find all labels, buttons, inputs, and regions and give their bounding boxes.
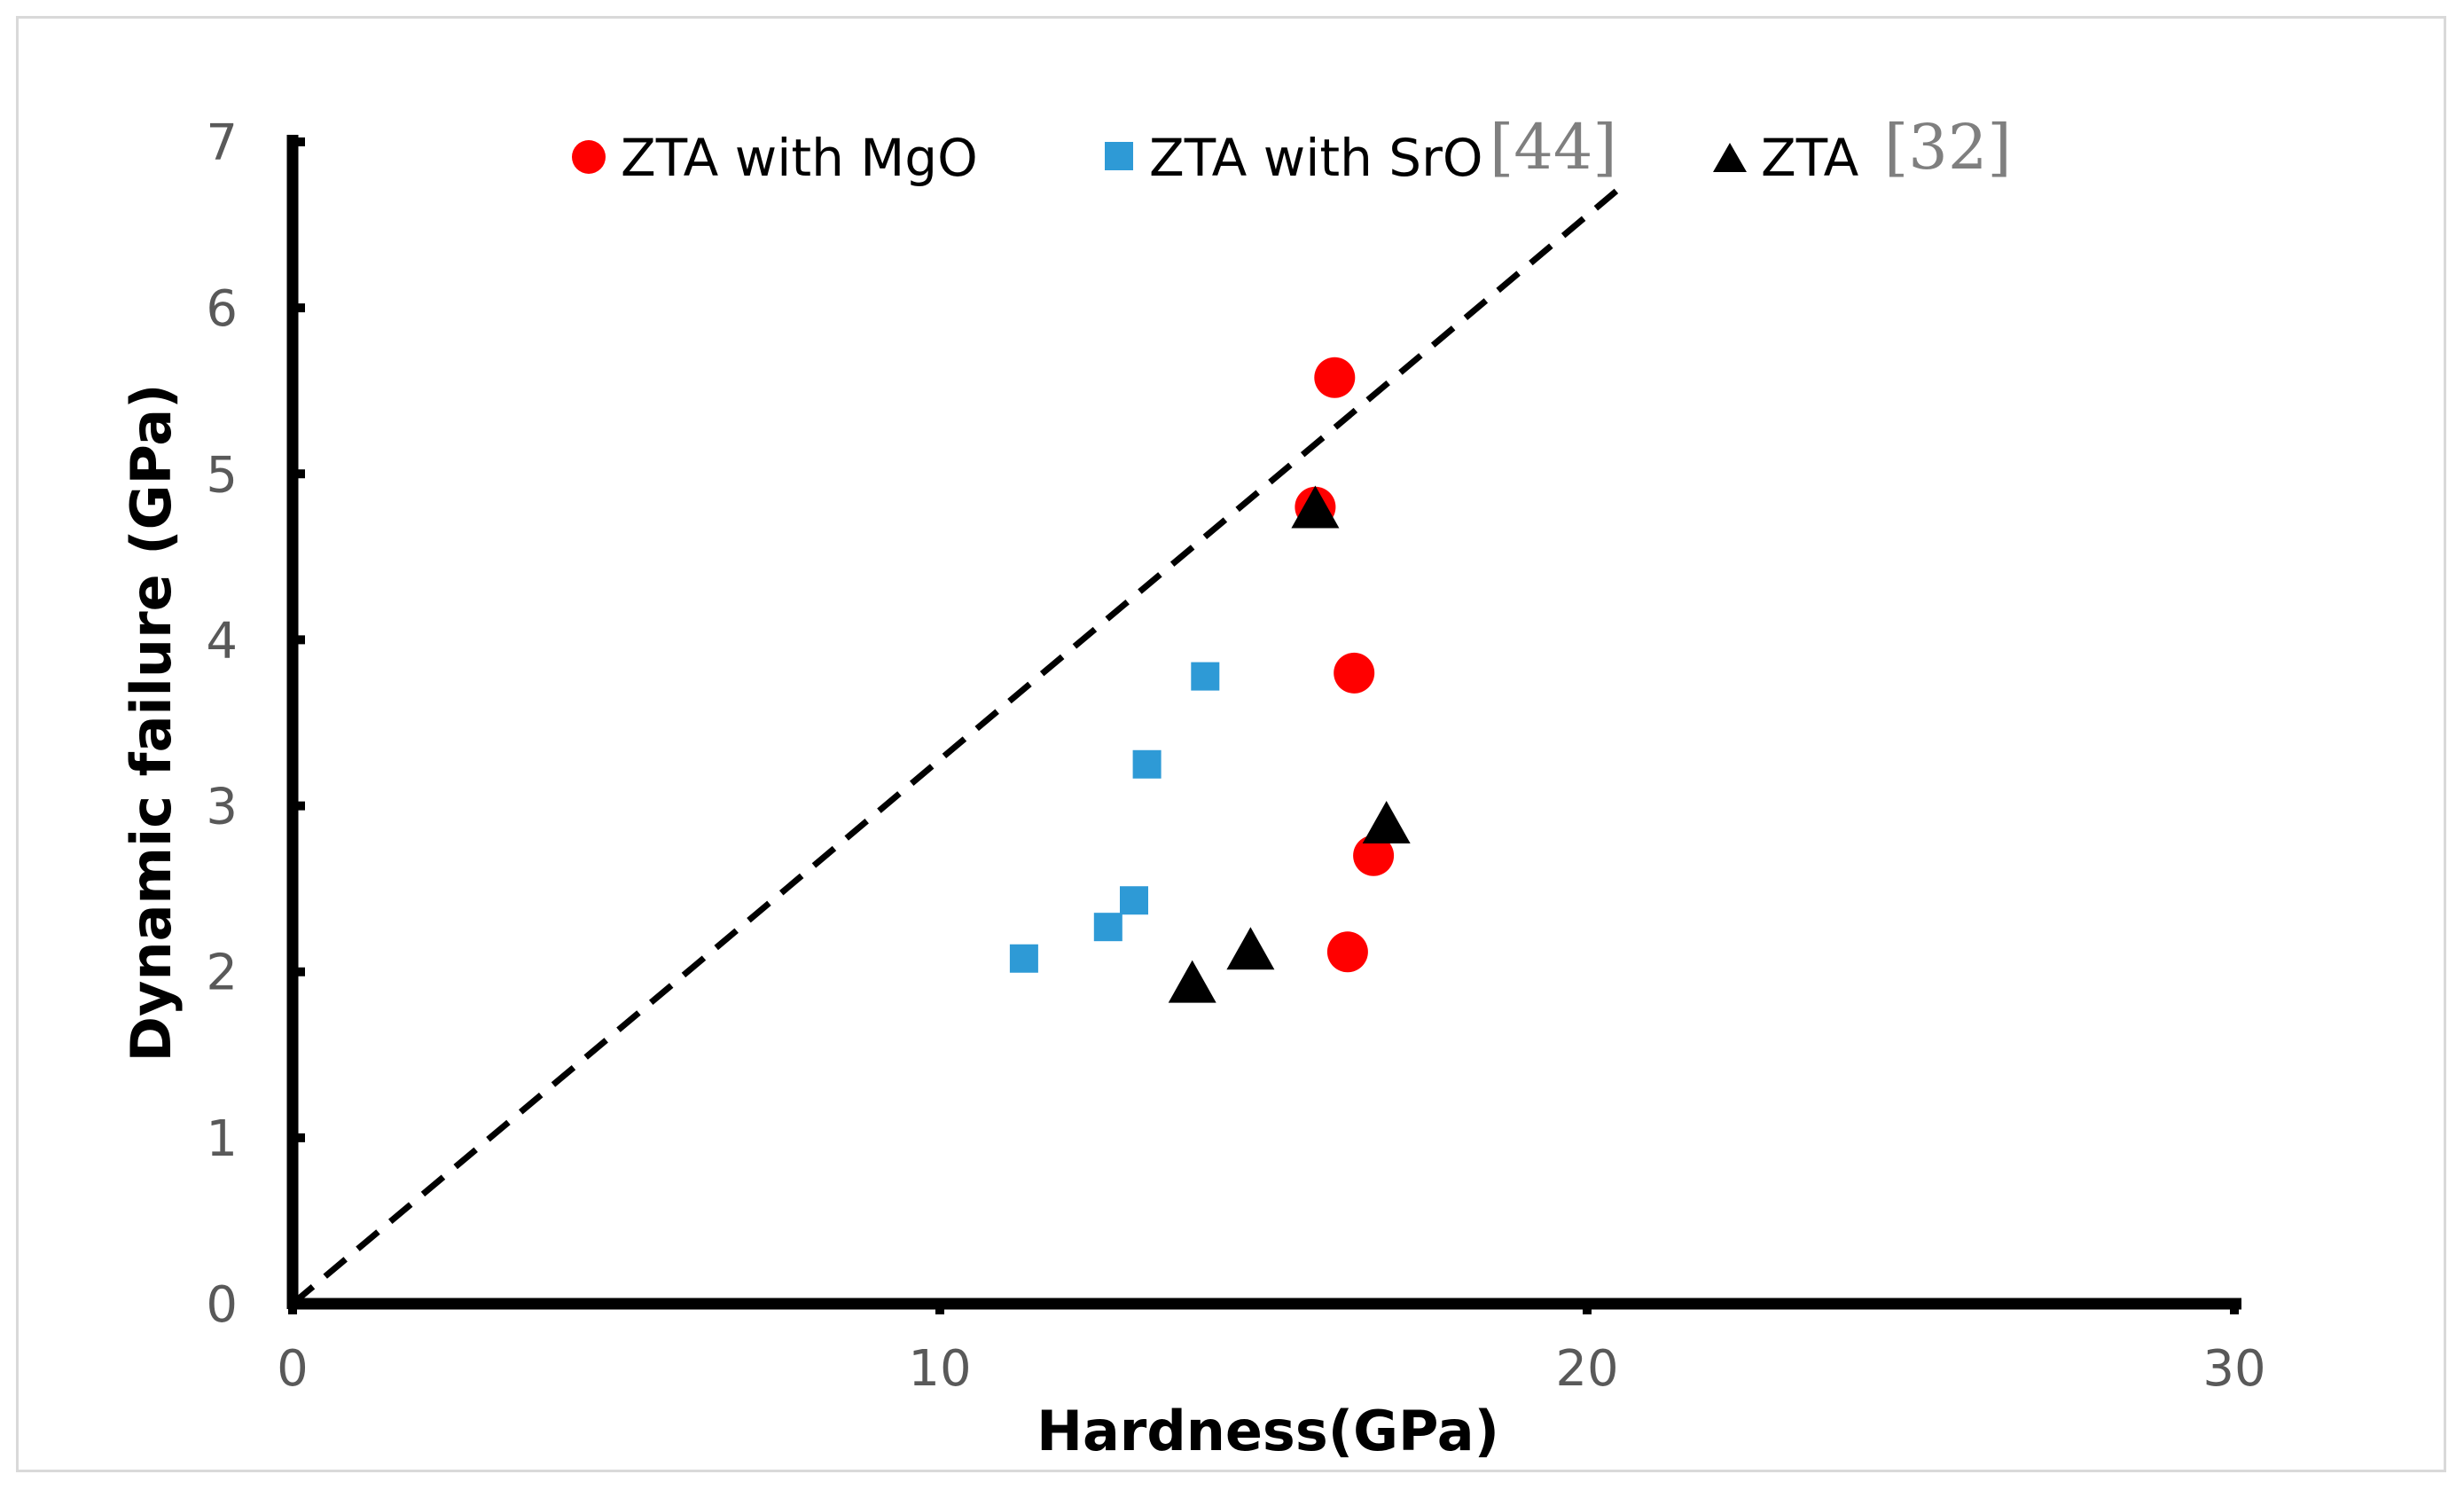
point-mgo [1314, 357, 1356, 398]
point-zta [1362, 801, 1411, 844]
legend-marker-sro [1105, 142, 1133, 170]
point-sro [1191, 662, 1220, 691]
y-tick-label: 3 [206, 779, 238, 836]
x-tick-label: 10 [908, 1340, 971, 1398]
point-sro [1009, 944, 1038, 973]
legend-label-mgo: ZTA with MgO [621, 128, 978, 188]
y-tick-label: 1 [206, 1110, 238, 1168]
y-tick-label: 4 [206, 612, 238, 670]
data-points [1009, 357, 1411, 1003]
x-tick-label: 20 [1555, 1340, 1618, 1398]
reference-line-layer [290, 185, 1622, 1306]
y-tick-label: 6 [206, 280, 238, 338]
x-tick-label: 0 [277, 1340, 309, 1398]
y-tick-label: 2 [206, 945, 238, 1002]
point-sro [1093, 913, 1122, 942]
series-2 [1168, 485, 1411, 1003]
legend-ref-sro: [44] [1490, 111, 1617, 184]
legend-marker-mgo [572, 140, 606, 174]
legend-ref-zta: [32] [1884, 111, 2012, 184]
y-axis-title: Dynamic failure (GPa) [119, 384, 184, 1063]
legend: ZTA with MgO ZTA with SrO [44] ZTA [32] [572, 111, 2012, 188]
series-1 [1009, 662, 1220, 973]
y-tick-label: 7 [206, 114, 238, 172]
y-tick-label: 0 [206, 1276, 238, 1334]
point-zta [1168, 960, 1216, 1003]
legend-marker-zta [1713, 143, 1747, 172]
point-sro [1120, 886, 1148, 915]
point-zta [1291, 485, 1340, 529]
reference-line [290, 185, 1622, 1306]
point-mgo [1353, 835, 1395, 876]
axes: 0 10 20 30 0 1 2 3 4 5 6 7 [206, 114, 2265, 1398]
x-axis-title: Hardness(GPa) [1036, 1399, 1499, 1463]
x-tick-label: 30 [2202, 1340, 2265, 1398]
point-sro [1132, 749, 1162, 779]
chart-frame [16, 16, 2446, 1472]
legend-label-zta: ZTA [1761, 128, 1859, 188]
point-mgo [1334, 652, 1375, 694]
point-zta [1226, 927, 1275, 970]
point-mgo [1326, 931, 1368, 973]
legend-label-sro: ZTA with SrO [1149, 128, 1483, 188]
y-tick-label: 5 [206, 446, 238, 504]
